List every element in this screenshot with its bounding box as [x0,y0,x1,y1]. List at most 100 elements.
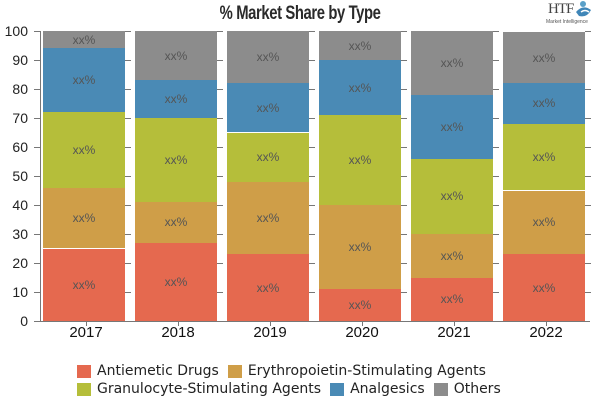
y-tick-label: 70 [12,110,28,126]
y-tick [34,205,40,206]
bar-segment[interactable]: xx% [135,80,217,118]
bar-segment[interactable]: xx% [135,202,217,243]
bar-segment[interactable]: xx% [227,254,309,321]
gap-tick [217,292,223,293]
bar-segment[interactable]: xx% [43,248,125,321]
y-tick-label: 60 [12,139,28,155]
bar-segment[interactable]: xx% [319,31,401,60]
gap-tick [493,205,499,206]
x-tick [362,321,363,326]
x-tick-label: 2021 [437,324,471,341]
bar-segment[interactable]: xx% [319,289,401,321]
bar-segment[interactable]: xx% [43,31,125,49]
gap-tick [585,89,591,90]
y-tick-label: 40 [12,197,28,213]
segment-value-label: xx% [348,80,372,95]
gap-tick [125,31,131,32]
bar-segment[interactable]: xx% [503,123,585,191]
x-tick [178,321,179,326]
segment-value-label: xx% [532,50,556,65]
gap-tick [493,176,499,177]
bar-segment[interactable]: xx% [411,94,493,159]
gap-tick [309,31,315,32]
gap-tick [585,176,591,177]
bar-segment[interactable]: xx% [503,254,585,321]
gap-tick [585,263,591,264]
legend-label: Others [453,381,501,397]
gap-tick [401,292,407,293]
y-tick [34,176,40,177]
legend-item[interactable]: Others [433,381,501,397]
gap-tick [493,147,499,148]
bar-segment[interactable]: xx% [43,187,125,249]
legend-label: Analgesics [350,381,425,397]
logo-text: HTF [548,1,574,17]
gap-tick [217,89,223,90]
gap-tick [401,60,407,61]
segment-value-label: xx% [440,248,464,263]
bar-segment[interactable]: xx% [411,158,493,234]
y-tick-label: 90 [12,52,28,68]
gap-tick [401,234,407,235]
legend-item[interactable]: Erythropoietin-Stimulating Agents [227,363,486,379]
segment-value-label: xx% [164,48,188,63]
gap-tick [401,89,407,90]
segment-value-label: xx% [72,32,96,47]
bar-segment[interactable]: xx% [135,242,217,321]
bar-segment[interactable]: xx% [411,31,493,95]
segment-value-label: xx% [532,215,556,230]
segment-value-label: xx% [440,292,464,307]
segment-value-label: xx% [256,100,280,115]
y-tick-label: 20 [12,255,28,271]
legend-item[interactable]: Antiemetic Drugs [77,363,219,379]
bar-segment[interactable]: xx% [411,234,493,278]
gap-tick [585,31,591,32]
bar-segment[interactable]: xx% [503,190,585,255]
segment-value-label: xx% [164,215,188,230]
gap-tick [585,205,591,206]
gap-tick [309,263,315,264]
gap-tick [125,234,131,235]
gap-tick [125,89,131,90]
legend-swatch-icon [227,364,242,378]
gap-tick [309,234,315,235]
gap-tick [493,234,499,235]
bar-segment[interactable]: xx% [503,83,585,124]
gap-tick [585,118,591,119]
gap-tick [401,31,407,32]
bar-segment[interactable]: xx% [43,48,125,113]
segment-value-label: xx% [440,55,464,70]
bar-segment[interactable]: xx% [227,181,309,255]
gap-tick [309,89,315,90]
bar-segment[interactable]: xx% [135,118,217,203]
segment-value-label: xx% [256,50,280,65]
gap-tick [493,292,499,293]
bar-segment[interactable]: xx% [227,31,309,84]
gap-tick [217,263,223,264]
segment-value-label: xx% [532,96,556,111]
segment-value-label: xx% [164,153,188,168]
logo-subtext: Market Intelligence [546,19,588,25]
bar-segment[interactable]: xx% [411,277,493,321]
gap-tick [585,234,591,235]
segment-value-label: xx% [72,142,96,157]
bar-segment[interactable]: xx% [503,32,585,84]
y-tick [34,31,40,32]
gap-tick [401,176,407,177]
legend-row: Granulocyte-Stimulating Agents Analgesics… [77,380,557,398]
bar-segment[interactable]: xx% [43,112,125,188]
bar-segment[interactable]: xx% [319,115,401,205]
x-tick [546,321,547,326]
bar-segment[interactable]: xx% [227,83,309,133]
legend-item[interactable]: Granulocyte-Stimulating Agents [77,381,321,397]
bar-segment[interactable]: xx% [135,31,217,81]
segment-value-label: xx% [72,73,96,88]
y-tick-label: 0 [20,313,28,329]
bar-segment[interactable]: xx% [319,60,401,116]
gap-tick [217,176,223,177]
x-tick [454,321,455,326]
bar-segment[interactable]: xx% [319,205,401,290]
segment-value-label: xx% [348,298,372,313]
bar-segment[interactable]: xx% [227,132,309,182]
legend-item[interactable]: Analgesics [330,381,425,397]
